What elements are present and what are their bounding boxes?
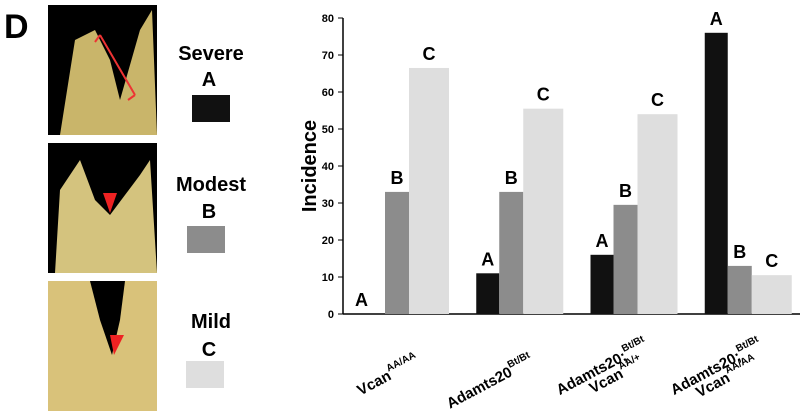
y-axis-label: Incidence [299, 120, 321, 212]
y-tick-label: 50 [322, 124, 334, 136]
legend-label: Mild [191, 311, 231, 333]
bar [523, 109, 563, 314]
bar-letter: A [481, 249, 494, 269]
y-tick-label: 10 [322, 272, 334, 284]
bar-letter: B [733, 242, 746, 262]
bar-letter: B [619, 181, 632, 201]
legend-letter: A [202, 69, 216, 91]
bar [591, 255, 614, 314]
category-sup: Bt/Bt [734, 334, 761, 355]
y-tick-label: 0 [328, 309, 334, 321]
x-tick-label: VcanAA/AA [353, 350, 422, 399]
legend-label: Severe [178, 43, 244, 65]
bar-letter: C [537, 85, 550, 105]
bar [409, 68, 449, 314]
bar [499, 192, 523, 314]
bar-letter: A [355, 290, 368, 310]
bar-letter: A [596, 231, 609, 251]
category-text: Adamts20 [444, 364, 515, 411]
panel-label: D [4, 8, 29, 46]
category-sup: AA/AA [385, 350, 418, 375]
bar-letter: C [423, 44, 436, 64]
bar [385, 192, 409, 314]
legend-swatch [192, 95, 230, 122]
bar [476, 273, 499, 314]
category-sup: Bt/Bt [620, 334, 647, 355]
y-tick-label: 60 [322, 87, 334, 99]
y-tick-label: 20 [322, 235, 334, 247]
legend-letter: B [202, 201, 216, 223]
y-tick-label: 30 [322, 198, 334, 210]
x-tick-label: Adamts20Bt/Bt [442, 350, 536, 411]
bar [752, 275, 792, 314]
legend-swatch [187, 226, 225, 253]
y-tick-label: 70 [322, 50, 334, 62]
bar-letter: A [710, 9, 723, 29]
bar [638, 114, 678, 314]
bar [705, 33, 728, 314]
legend-label: Modest [176, 174, 246, 196]
bar-letter: C [765, 251, 778, 271]
bar-letter: B [391, 168, 404, 188]
page: {"panel_label":"D", "chart_data":{"type"… [0, 0, 805, 416]
figure: D Incidence 0 10 20 30 40 50 60 70 80 Severe A Mode… [0, 0, 805, 411]
category-sup: Bt/Bt [506, 350, 533, 371]
photos [48, 5, 157, 411]
legend-swatch [186, 361, 224, 388]
legend-letter: C [202, 339, 216, 361]
y-tick-label: 80 [322, 13, 334, 25]
bar [728, 266, 752, 314]
bar-letter: C [651, 90, 664, 110]
y-tick-label: 40 [322, 161, 334, 173]
bar-letter: B [505, 168, 518, 188]
bar [614, 205, 638, 314]
